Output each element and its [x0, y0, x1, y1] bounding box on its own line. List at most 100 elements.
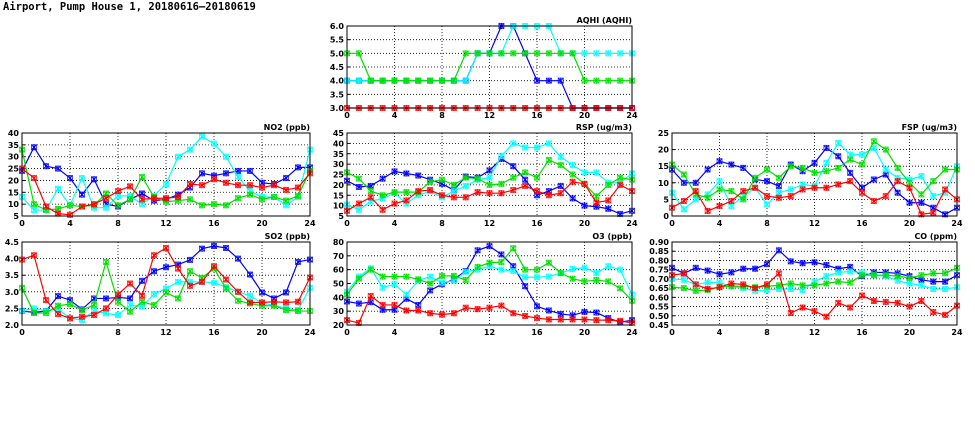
data-point-marker-cyan [581, 50, 588, 57]
data-point-marker-cyan [199, 133, 205, 140]
data-point-marker-red [223, 276, 229, 283]
data-point-marker-cyan [451, 188, 457, 195]
data-point-marker-red [211, 263, 217, 270]
data-point-marker-blue [55, 165, 61, 172]
data-point-marker-red [451, 194, 457, 201]
data-point-marker-green [557, 162, 564, 169]
data-point-marker-cyan [557, 153, 564, 160]
data-point-marker-red [716, 284, 723, 291]
data-point-marker-red [283, 186, 289, 193]
data-point-marker-red [103, 195, 109, 202]
data-point-marker-red [569, 316, 576, 323]
data-point-marker-red [835, 181, 842, 188]
data-point-marker-green [799, 164, 806, 171]
data-point-marker-cyan [498, 266, 505, 273]
data-point-marker-blue [799, 260, 806, 267]
data-point-marker-blue [534, 303, 540, 310]
data-point-marker-red [163, 195, 169, 202]
data-point-marker-cyan [175, 153, 181, 160]
data-point-marker-blue [356, 183, 362, 190]
data-point-marker-green [115, 298, 121, 305]
x-tick-label: 8 [115, 219, 121, 228]
data-point-marker-red [859, 189, 865, 196]
data-point-marker-cyan [617, 266, 623, 273]
data-point-marker-green [439, 272, 445, 279]
data-point-marker-red [211, 176, 217, 183]
data-point-marker-green [127, 308, 133, 315]
data-point-marker-cyan [379, 284, 386, 291]
data-point-marker-red [894, 299, 901, 306]
data-point-marker-green [522, 169, 528, 176]
data-point-marker-green [835, 164, 842, 171]
data-point-marker-cyan [930, 286, 937, 293]
data-point-marker-cyan [391, 281, 398, 288]
x-tick-label: 12 [484, 219, 495, 228]
data-point-marker-blue [67, 175, 73, 182]
data-point-marker-red [498, 190, 505, 197]
data-point-marker-cyan [617, 50, 623, 57]
data-point-marker-red [799, 186, 806, 193]
y-tick-label: 2.5 [5, 304, 20, 313]
data-point-marker-cyan [847, 268, 853, 275]
data-point-marker-cyan [534, 274, 540, 281]
x-tick-label: 24 [626, 328, 638, 337]
data-point-marker-red [151, 252, 157, 259]
data-point-marker-blue [415, 172, 422, 179]
x-tick-label: 20 [579, 219, 591, 228]
x-tick-label: 0 [19, 219, 25, 228]
data-point-marker-red [498, 302, 505, 309]
x-tick-label: 0 [344, 219, 350, 228]
data-point-marker-cyan [581, 264, 588, 271]
data-point-marker-red [367, 292, 374, 299]
data-point-marker-red [439, 311, 445, 318]
data-point-marker-red [534, 188, 540, 195]
y-tick-label: 0.85 [649, 247, 669, 256]
data-point-marker-green [569, 50, 576, 57]
data-point-marker-red [740, 281, 747, 288]
data-point-marker-green [235, 195, 241, 202]
data-point-marker-blue [764, 178, 770, 185]
data-point-marker-green [356, 175, 362, 182]
data-point-marker-red [283, 299, 289, 306]
y-tick-label: 0.55 [649, 303, 669, 312]
data-point-marker-cyan [439, 279, 445, 286]
data-point-marker-blue [823, 262, 830, 269]
data-point-marker-green [139, 298, 145, 305]
data-point-marker-green [581, 77, 588, 84]
data-point-marker-blue [199, 170, 205, 177]
data-point-marker-red [295, 298, 301, 305]
data-point-marker-green [546, 259, 552, 266]
data-point-marker-cyan [151, 291, 157, 298]
data-point-marker-blue [776, 183, 782, 190]
x-tick-label: 16 [208, 328, 220, 337]
chart-o3: 20 30 40 50 60 70 80 0 4 8 12 16 20 24 O3 (ppb) [333, 232, 638, 337]
y-tick-label: 15 [333, 191, 345, 200]
data-point-marker-blue [187, 256, 193, 263]
data-point-marker-green [740, 196, 747, 203]
x-tick-label: 8 [439, 328, 445, 337]
x-tick-label: 20 [904, 219, 916, 228]
data-point-marker-green [451, 181, 457, 188]
data-point-marker-red [752, 184, 758, 191]
data-point-marker-green [859, 272, 865, 279]
data-point-marker-blue [55, 293, 61, 300]
chart-title: NO2 (ppb) [264, 123, 310, 132]
data-point-marker-green [510, 245, 517, 252]
x-tick-label: 12 [160, 328, 171, 337]
x-tick-label: 12 [160, 219, 171, 228]
data-point-marker-green [871, 138, 877, 145]
plot-area: 3.0 3.5 4.0 4.5 5.0 5.5 6.0 0 4 8 12 16 20 24 AQHI (AQ… [330, 16, 638, 120]
data-point-marker-green [103, 258, 109, 265]
data-point-marker-red [379, 206, 386, 213]
data-point-marker-cyan [942, 286, 948, 293]
data-point-marker-red [235, 288, 241, 295]
data-point-marker-green [187, 196, 193, 203]
data-point-marker-green [151, 302, 157, 309]
data-point-marker-green [593, 277, 600, 284]
data-point-marker-green [439, 176, 445, 183]
chart-title: AQHI (AQHI) [577, 16, 632, 25]
data-point-marker-green [187, 268, 193, 275]
data-point-marker-red [223, 179, 229, 186]
data-point-marker-blue [823, 144, 830, 151]
